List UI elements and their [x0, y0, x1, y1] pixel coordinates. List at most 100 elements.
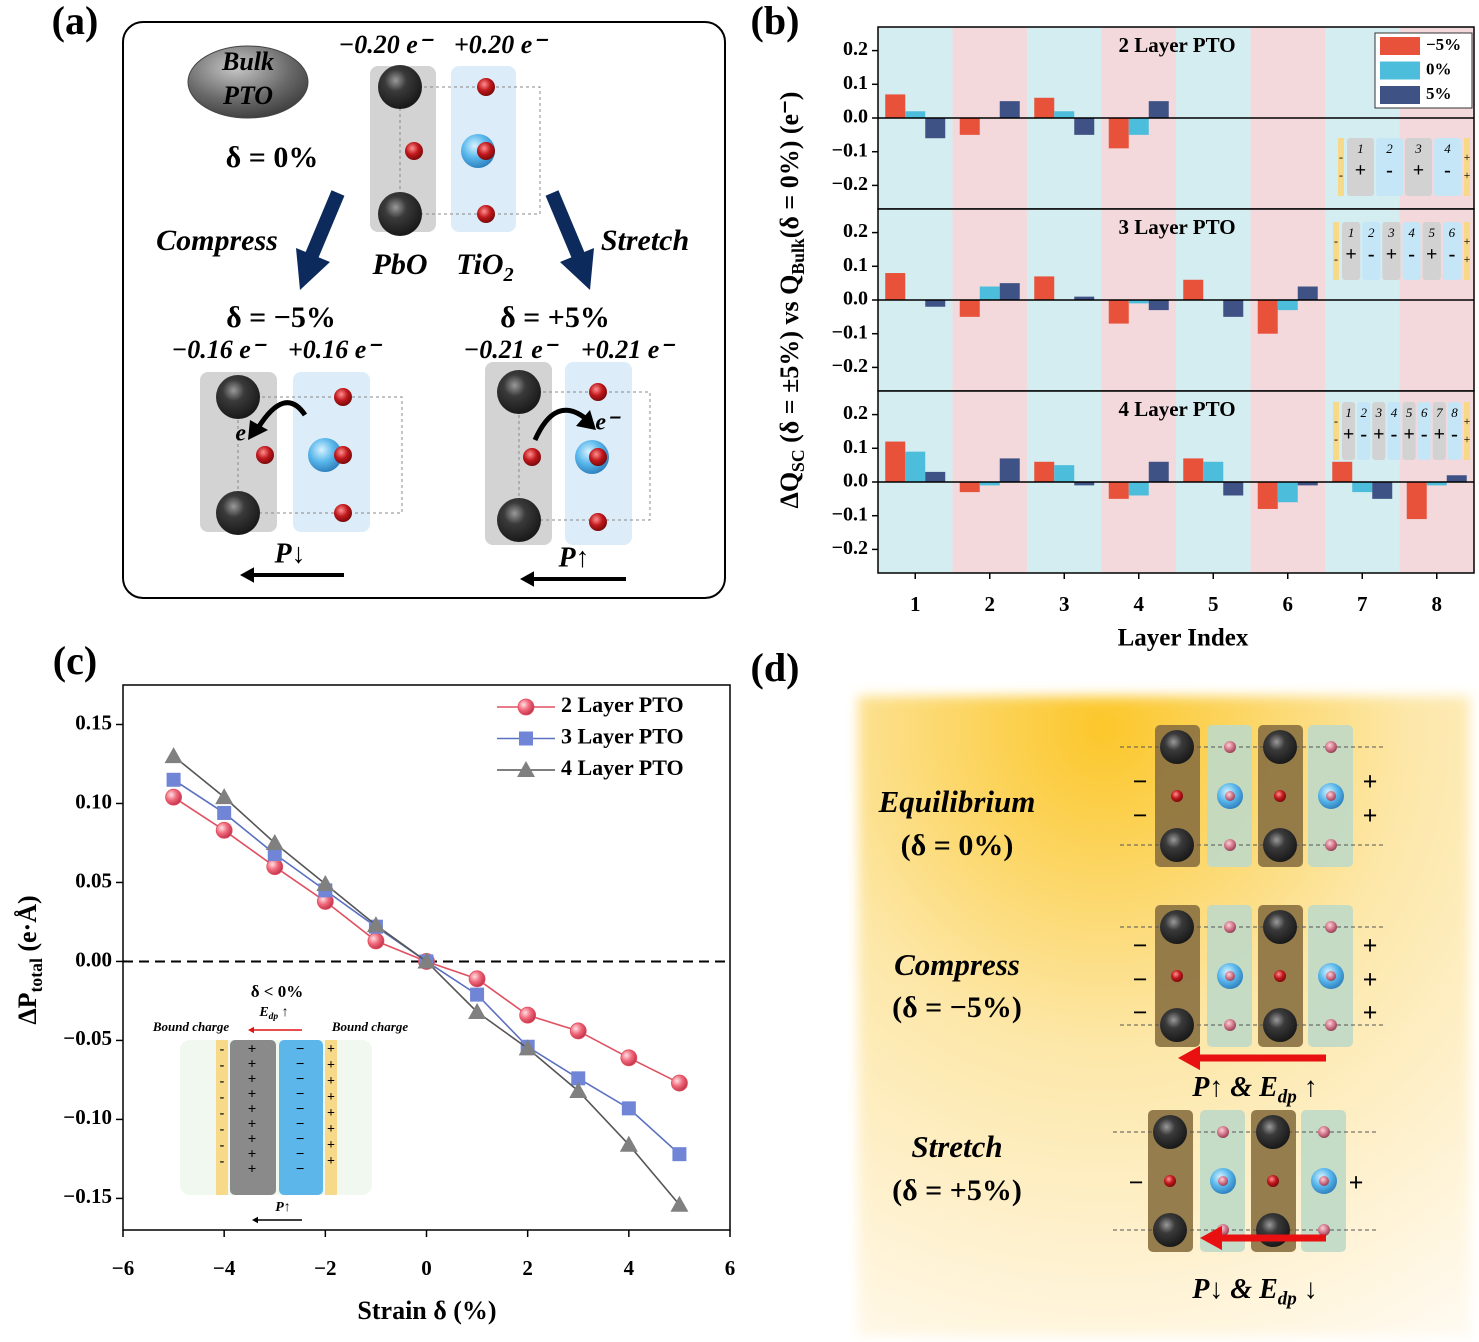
marker — [569, 1081, 588, 1098]
pb-atom — [497, 498, 541, 542]
pbo-column — [370, 66, 436, 232]
bar — [885, 94, 906, 118]
bar — [959, 300, 980, 317]
y-axis-label-part: total — [26, 958, 46, 992]
bar — [925, 300, 946, 307]
inset-sign: − — [296, 1161, 305, 1177]
y-tick-label: 0.1 — [843, 254, 868, 276]
compress-arrow-head — [296, 248, 330, 290]
y-axis-label-part: (δ = 0%) (e⁻) — [775, 92, 804, 239]
marker — [671, 1074, 688, 1092]
bar — [905, 111, 926, 118]
compress-result-part: P↑ & E — [1191, 1072, 1278, 1103]
pb-atom — [216, 375, 260, 419]
legend-label: 5% — [1426, 84, 1452, 103]
pb-atom — [1256, 1115, 1290, 1149]
o-atom — [589, 383, 607, 401]
inset-sign: - — [1444, 160, 1451, 182]
inset-number: 4 — [1391, 405, 1398, 420]
inset-column — [1417, 402, 1431, 460]
bar — [1257, 482, 1278, 509]
inset-field-label: Edp ↑ — [258, 1005, 288, 1022]
y-tick-label: −0.2 — [832, 537, 868, 559]
bar — [1054, 465, 1075, 482]
inset-number: 2 — [1386, 141, 1393, 156]
marker — [670, 1195, 689, 1212]
inset-strip — [1464, 222, 1470, 280]
inset-sign: + — [248, 1086, 257, 1102]
inset-strip — [1333, 222, 1339, 280]
inset-sign: − — [296, 1131, 305, 1147]
inset-column — [1362, 222, 1381, 280]
bar — [999, 458, 1020, 482]
inset-sign: - — [220, 1058, 225, 1073]
y-tick-label: 0.2 — [843, 402, 868, 424]
y-tick-label: −0.1 — [832, 321, 868, 343]
o-atom — [1274, 970, 1286, 982]
legend-label: 3 Layer PTO — [561, 724, 684, 749]
x-tick-label: 0 — [421, 1256, 432, 1280]
inset-sign: + — [248, 1101, 257, 1117]
inset-sign: − — [296, 1041, 305, 1057]
stretch-result-part: P↓ & E — [1191, 1274, 1278, 1305]
y-tick-label: 0.2 — [843, 220, 868, 242]
y-axis-label-part: ΔQ — [775, 472, 804, 509]
bar — [1074, 482, 1095, 486]
panel-label: (c) — [53, 638, 97, 683]
inset-field-arrow-head — [248, 1026, 254, 1034]
y-tick-label: −0.05 — [63, 1026, 112, 1050]
bulk-ellipse — [187, 45, 309, 119]
legend-label: −5% — [1426, 35, 1461, 54]
inset-sign: - — [1391, 424, 1398, 446]
y-axis-label: ΔPtotal (e·Å) — [13, 895, 46, 1024]
o-atom — [334, 388, 352, 406]
inset-column — [230, 1040, 276, 1195]
bar — [1277, 482, 1298, 503]
inset-strip — [216, 1040, 228, 1195]
bound-sign: − — [1129, 1168, 1144, 1197]
inset-number: 4 — [1408, 225, 1415, 240]
inset-column — [1442, 222, 1461, 280]
inset-sign: - — [220, 1138, 225, 1153]
o-atom — [477, 205, 495, 223]
inset-sign: + — [248, 1041, 257, 1057]
y-axis-label-part: (e·Å) — [13, 895, 42, 958]
pb-atom — [378, 65, 422, 109]
legend-swatch — [1380, 37, 1420, 55]
inset-sign: − — [296, 1056, 305, 1072]
bar — [1074, 296, 1095, 300]
y-tick-label: 0.0 — [843, 106, 868, 128]
bound-sign: − — [1133, 801, 1148, 830]
state-name: Stretch — [911, 1129, 1002, 1164]
marker — [571, 1071, 586, 1086]
panel-label: (a) — [52, 0, 99, 43]
legend-swatch — [1380, 61, 1420, 80]
bar — [1034, 276, 1055, 300]
inset-bound-label: Bound charge — [331, 1019, 408, 1034]
y-axis-label-part: Q — [775, 275, 804, 295]
pb-atom — [1153, 1115, 1187, 1149]
marker — [569, 1022, 587, 1040]
polarization-arrow-head — [240, 567, 254, 583]
x-tick-label: 5 — [1208, 592, 1219, 616]
bound-sign: − — [1133, 965, 1148, 994]
electron-label: e⁻ — [235, 421, 261, 447]
y-axis-label-part: SC — [788, 449, 808, 472]
state-delta: (δ = +5%) — [892, 1174, 1022, 1207]
o-atom — [1217, 1126, 1229, 1138]
o-atom — [477, 78, 495, 96]
subplot-frame — [877, 390, 1475, 574]
inset-sign: - — [1421, 424, 1428, 446]
inset-column — [1402, 222, 1421, 280]
y-tick-label: −0.10 — [63, 1105, 112, 1129]
marker — [265, 833, 284, 850]
x-tick-label: 3 — [1059, 592, 1070, 616]
bar — [999, 283, 1020, 300]
inset-edge-sign: + — [1464, 234, 1471, 248]
marker — [470, 987, 485, 1002]
marker — [672, 1147, 687, 1162]
bar — [925, 118, 946, 139]
inset-edge-sign: - — [1334, 252, 1338, 266]
inset-bound-label: Bound charge — [152, 1019, 229, 1034]
panel-label: (d) — [751, 645, 800, 690]
